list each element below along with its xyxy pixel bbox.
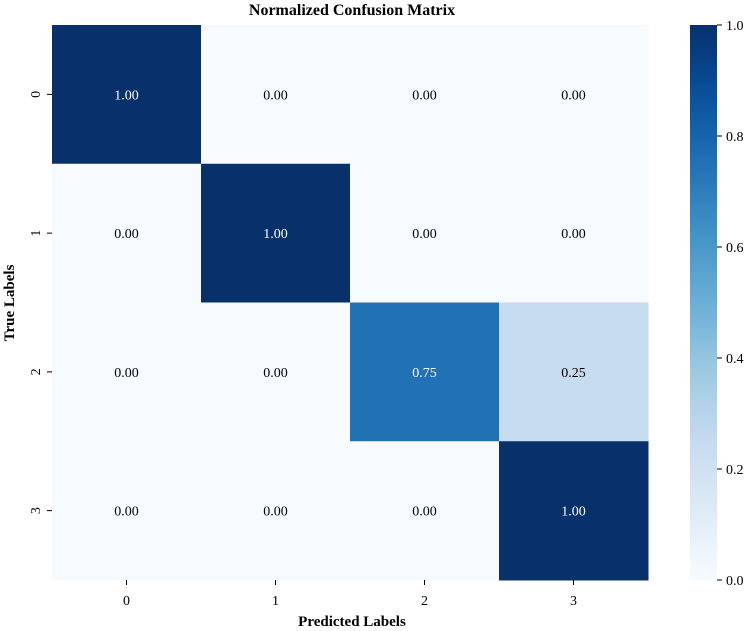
x-tick-label: 2 [421, 594, 428, 609]
heatmap-cell [52, 302, 202, 442]
heatmap-cell-label: 1.00 [114, 88, 139, 103]
y-tick-label: 2 [29, 368, 44, 375]
heatmap-cell [52, 25, 202, 165]
colorbar-tick-label: 0.2 [726, 463, 744, 478]
heatmap-cell-label: 1.00 [561, 505, 586, 520]
colorbar-tick-label: 0.6 [726, 241, 744, 256]
heatmap-cell-label: 0.00 [561, 88, 586, 103]
heatmap-cell-label: 1.00 [263, 227, 288, 242]
heatmap-cell-label: 0.00 [263, 366, 288, 381]
heatmap-cell [499, 302, 649, 442]
heatmap-cell [350, 441, 500, 581]
y-axis-ticks: 0 1 2 3 [29, 91, 52, 514]
heatmap-cell [201, 163, 351, 303]
x-tick-label: 0 [123, 594, 130, 609]
colorbar [690, 25, 717, 580]
heatmap-cell [350, 302, 500, 442]
heatmap-cell [499, 25, 649, 165]
heatmap-cell [52, 441, 202, 581]
heatmap-cell [201, 25, 351, 165]
y-tick-label: 0 [29, 91, 44, 98]
heatmap-cell-label: 0.00 [561, 227, 586, 242]
heatmap-cell-label: 0.00 [263, 505, 288, 520]
heatmap-cell [499, 441, 649, 581]
colorbar-tick-label: 1.0 [726, 19, 744, 34]
y-axis-label: True Labels [2, 264, 18, 341]
heatmap-cell [52, 163, 202, 303]
x-tick-label: 3 [570, 594, 577, 609]
heatmap-cell-label: 0.00 [114, 227, 139, 242]
colorbar-ticks: 0.0 0.2 0.4 0.6 0.8 1.0 [717, 19, 744, 589]
y-tick-label: 1 [29, 230, 44, 237]
heatmap-cell [350, 163, 500, 303]
heatmap-cell-label: 0.25 [561, 366, 586, 381]
heatmap-cell-label: 0.00 [412, 227, 437, 242]
chart-title: Normalized Confusion Matrix [249, 2, 455, 19]
heatmap-cell-label: 0.00 [114, 366, 139, 381]
colorbar-tick-label: 0.4 [726, 352, 744, 367]
x-axis-label: Predicted Labels [298, 614, 406, 630]
heatmap-cell-label: 0.00 [263, 88, 288, 103]
colorbar-tick-label: 0.8 [726, 130, 744, 145]
heatmap-cell [499, 163, 649, 303]
x-axis-ticks: 0 1 2 3 [123, 580, 577, 609]
heatmap-cell-labels: 1.00 0.00 0.00 0.00 0.00 1.00 0.00 0.00 0.00 0.00… [114, 88, 586, 519]
heatmap-cell [201, 441, 351, 581]
heatmap-cell-label: 0.00 [114, 505, 139, 520]
colorbar-tick-label: 0.0 [726, 574, 744, 589]
heatmap-cell-label: 0.00 [412, 505, 437, 520]
x-tick-label: 1 [272, 594, 279, 609]
heatmap-cell [350, 25, 500, 165]
heatmap-cell-label: 0.75 [412, 366, 437, 381]
y-tick-label: 3 [29, 507, 44, 514]
heatmap-cells [52, 25, 649, 581]
heatmap-cell [201, 302, 351, 442]
heatmap-cell-label: 0.00 [412, 88, 437, 103]
